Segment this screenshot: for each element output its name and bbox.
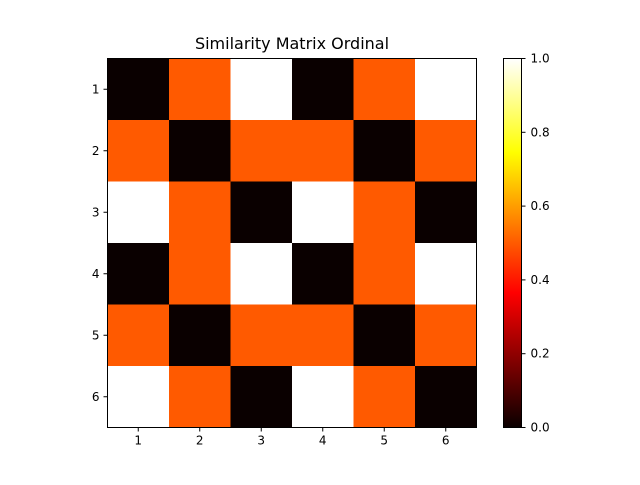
y-tick-label: 1 bbox=[92, 82, 100, 96]
colorbar-tick-label: 0.8 bbox=[531, 125, 550, 139]
colorbar-tick-label: 0.4 bbox=[531, 273, 550, 287]
heatmap-cell bbox=[353, 181, 416, 244]
heatmap-cell bbox=[169, 304, 231, 367]
heatmap-cells bbox=[107, 58, 477, 428]
heatmap-cell bbox=[107, 120, 170, 182]
heatmap-cell bbox=[230, 181, 293, 244]
chart-title: Similarity Matrix Ordinal bbox=[195, 34, 389, 53]
heatmap-cell bbox=[230, 120, 293, 182]
colorbar-tick-label: 0.0 bbox=[531, 421, 550, 435]
heatmap-cell bbox=[353, 243, 416, 305]
heatmap-cell bbox=[107, 366, 170, 428]
heatmap-cell bbox=[353, 366, 416, 428]
heatmap-cell bbox=[353, 120, 416, 182]
heatmap-cell bbox=[292, 366, 354, 428]
heatmap-cell bbox=[292, 243, 354, 305]
heatmap-cell bbox=[169, 58, 231, 121]
colorbar: 0.0 0.2 0.4 0.6 0.8 1.0 bbox=[503, 52, 550, 435]
heatmap-cell bbox=[292, 304, 354, 367]
y-axis: 1 2 3 4 5 6 bbox=[92, 82, 108, 404]
x-tick-label: 6 bbox=[442, 434, 450, 448]
heatmap-cell bbox=[107, 58, 170, 121]
heatmap-cell bbox=[292, 181, 354, 244]
y-tick-label: 6 bbox=[92, 390, 100, 404]
x-tick-label: 5 bbox=[380, 434, 388, 448]
x-tick-label: 3 bbox=[257, 434, 265, 448]
heatmap-cell bbox=[107, 243, 170, 305]
heatmap-cell bbox=[169, 120, 231, 182]
colorbar-tick-label: 0.2 bbox=[531, 347, 550, 361]
heatmap-cell bbox=[415, 304, 477, 367]
heatmap-cell bbox=[107, 181, 170, 244]
colorbar-ticks: 0.0 0.2 0.4 0.6 0.8 1.0 bbox=[521, 52, 550, 435]
heatmap-cell bbox=[292, 58, 354, 121]
heatmap-cell bbox=[230, 58, 293, 121]
x-tick-label: 2 bbox=[196, 434, 204, 448]
heatmap-cell bbox=[169, 366, 231, 428]
heatmap-cell bbox=[292, 120, 354, 182]
heatmap-cell bbox=[353, 304, 416, 367]
y-tick-label: 2 bbox=[92, 144, 100, 158]
heatmap-cell bbox=[415, 243, 477, 305]
x-axis: 1 2 3 4 5 6 bbox=[134, 427, 450, 448]
heatmap-cell bbox=[415, 181, 477, 244]
y-tick-label: 5 bbox=[92, 328, 100, 342]
colorbar-gradient bbox=[503, 58, 522, 428]
heatmap-cell bbox=[415, 120, 477, 182]
colorbar-tick-label: 0.6 bbox=[531, 199, 550, 213]
colorbar-tick-label: 1.0 bbox=[531, 52, 550, 66]
heatmap-cell bbox=[415, 58, 477, 121]
heatmap-cell bbox=[169, 243, 231, 305]
heatmap-cell bbox=[169, 181, 231, 244]
x-tick-label: 4 bbox=[319, 434, 327, 448]
heatmap-cell bbox=[353, 58, 416, 121]
x-tick-label: 1 bbox=[134, 434, 142, 448]
heatmap-cell bbox=[107, 304, 170, 367]
heatmap-cell bbox=[230, 243, 293, 305]
y-tick-label: 4 bbox=[92, 267, 100, 281]
heatmap-cell bbox=[415, 366, 477, 428]
y-tick-label: 3 bbox=[92, 205, 100, 219]
plot-frame bbox=[107, 58, 477, 428]
heatmap-cell bbox=[230, 366, 293, 428]
heatmap-cell bbox=[230, 304, 293, 367]
